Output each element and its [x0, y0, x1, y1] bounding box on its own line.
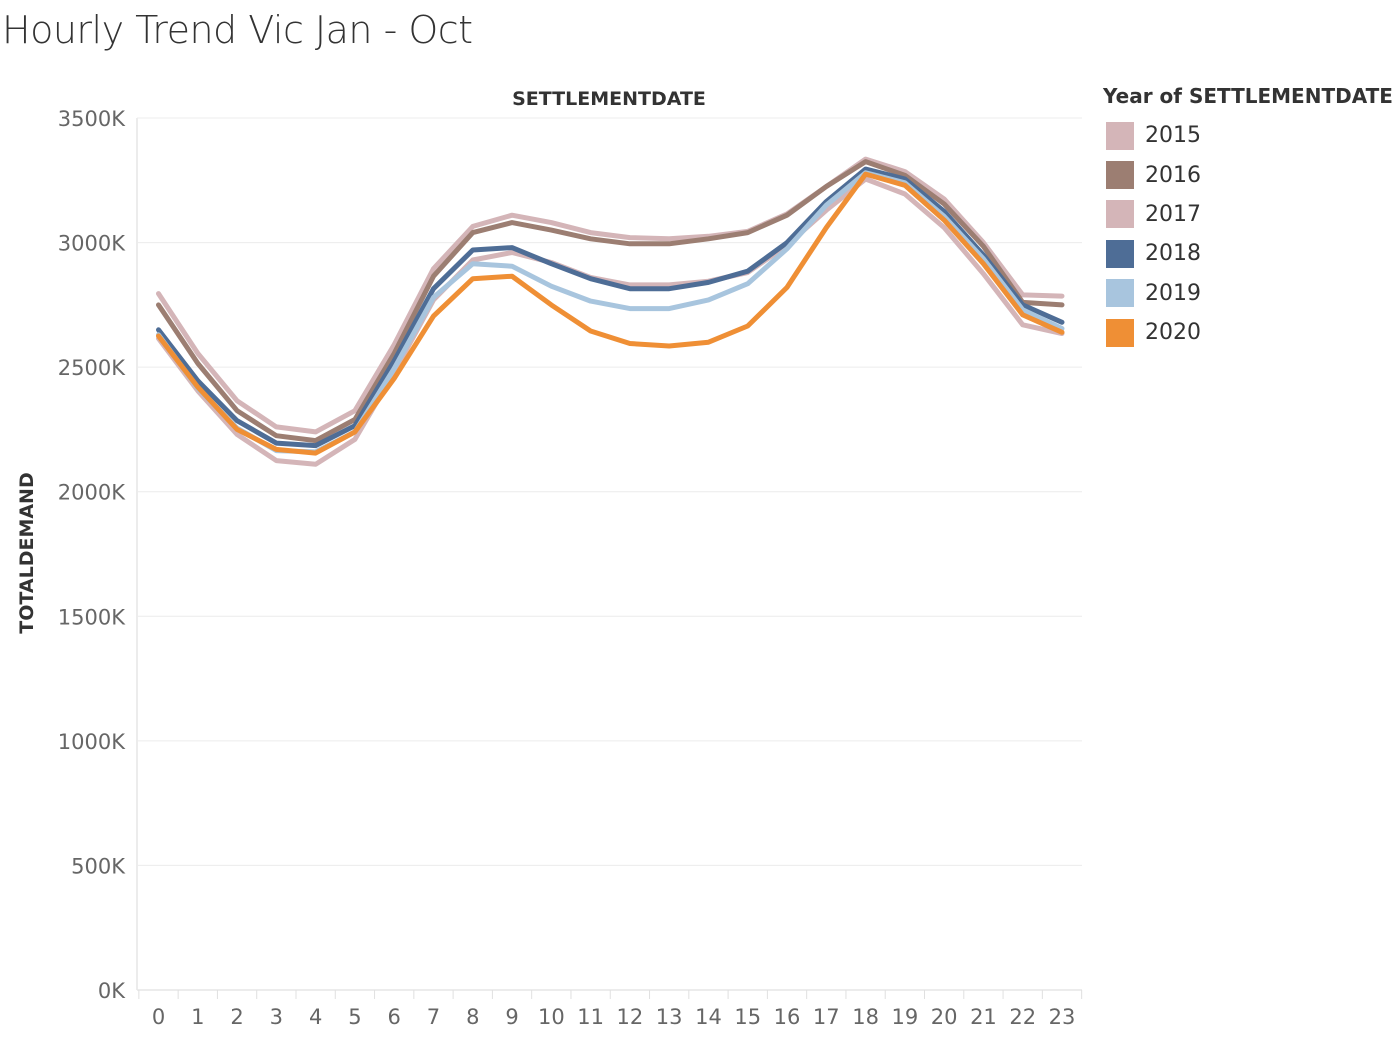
y-tick-label: 3500K [58, 107, 126, 131]
legend-items: 2015 2016 2017 2018 2019 2020 [1103, 116, 1398, 352]
x-tick-label: 7 [427, 1005, 440, 1029]
legend-item-2015[interactable]: 2015 [1103, 116, 1398, 155]
y-tick-label: 2000K [58, 481, 126, 505]
gridlines [137, 117, 1082, 866]
x-tick-label: 14 [695, 1005, 722, 1029]
x-tick-label: 22 [1009, 1005, 1036, 1029]
y-tick-label: 1500K [58, 605, 126, 629]
legend-label: 2018 [1145, 241, 1201, 267]
x-tick-label: 12 [617, 1005, 644, 1029]
x-tick-label: 6 [388, 1005, 401, 1029]
legend-item-2018[interactable]: 2018 [1103, 234, 1398, 273]
y-tick-label: 500K [71, 854, 126, 878]
y-tick-label: 0K [98, 979, 126, 1003]
legend-swatch [1106, 161, 1134, 190]
series-line-2015 [156, 156, 1065, 435]
legend-title: Year of SETTLEMENTDATE [1103, 84, 1393, 108]
x-tick-label: 11 [577, 1005, 604, 1029]
legend-label: 2015 [1145, 123, 1201, 149]
x-axis-ticks: 0 1 2 3 4 5 6 7 8 9 10 11 12 13 14 15 16 17 18 19 20 21 22 23 [138, 990, 1083, 1029]
legend-label: 2016 [1145, 162, 1201, 188]
series-line-2018 [156, 166, 1065, 449]
x-tick-label: 18 [852, 1005, 879, 1029]
x-tick-label: 2 [230, 1005, 243, 1029]
y-tick-label: 1000K [58, 730, 126, 754]
x-tick-label: 5 [348, 1005, 361, 1029]
x-tick-label: 1 [191, 1005, 204, 1029]
x-tick-label: 9 [505, 1005, 518, 1029]
legend-swatch [1106, 121, 1134, 150]
series-line-2016 [156, 159, 1065, 444]
x-tick-label: 13 [656, 1005, 683, 1029]
chart-title: Hourly Trend Vic Jan - Oct [2, 8, 473, 52]
legend-swatch [1106, 318, 1134, 347]
legend: Year of SETTLEMENTDATE 2015 2016 2017 2018 2… [1103, 84, 1398, 352]
series-lines [156, 156, 1065, 467]
y-tick-label: 2500K [58, 356, 126, 380]
x-tick-label: 16 [774, 1005, 801, 1029]
x-axis-title: SETTLEMENTDATE [512, 88, 706, 110]
x-tick-label: 15 [734, 1005, 761, 1029]
legend-item-2020[interactable]: 2020 [1103, 313, 1398, 352]
legend-label: 2020 [1145, 320, 1201, 346]
x-tick-label: 10 [538, 1005, 565, 1029]
legend-label: 2017 [1145, 201, 1201, 227]
y-tick-label: 3000K [58, 232, 126, 256]
series-line-2020 [156, 171, 1065, 456]
legend-swatch [1106, 239, 1134, 268]
x-tick-label: 8 [466, 1005, 479, 1029]
legend-label: 2019 [1145, 280, 1201, 306]
x-tick-label: 3 [270, 1005, 283, 1029]
series-line-2017 [156, 176, 1065, 467]
x-tick-label: 0 [152, 1005, 165, 1029]
y-axis-title: TOTALDEMAND [16, 472, 38, 633]
x-tick-label: 21 [970, 1005, 997, 1029]
legend-item-2016[interactable]: 2016 [1103, 155, 1398, 194]
x-tick-label: 17 [813, 1005, 840, 1029]
y-axis-ticks: 0K 500K 1000K 1500K 2000K 2500K 3000K 3500K [58, 107, 126, 1003]
legend-swatch [1106, 279, 1134, 308]
legend-swatch [1106, 200, 1134, 229]
legend-item-2019[interactable]: 2019 [1103, 274, 1398, 313]
x-tick-label: 4 [309, 1005, 322, 1029]
x-tick-label: 23 [1049, 1005, 1076, 1029]
legend-item-2017[interactable]: 2017 [1103, 195, 1398, 234]
x-tick-label: 19 [892, 1005, 919, 1029]
x-tick-label: 20 [931, 1005, 958, 1029]
